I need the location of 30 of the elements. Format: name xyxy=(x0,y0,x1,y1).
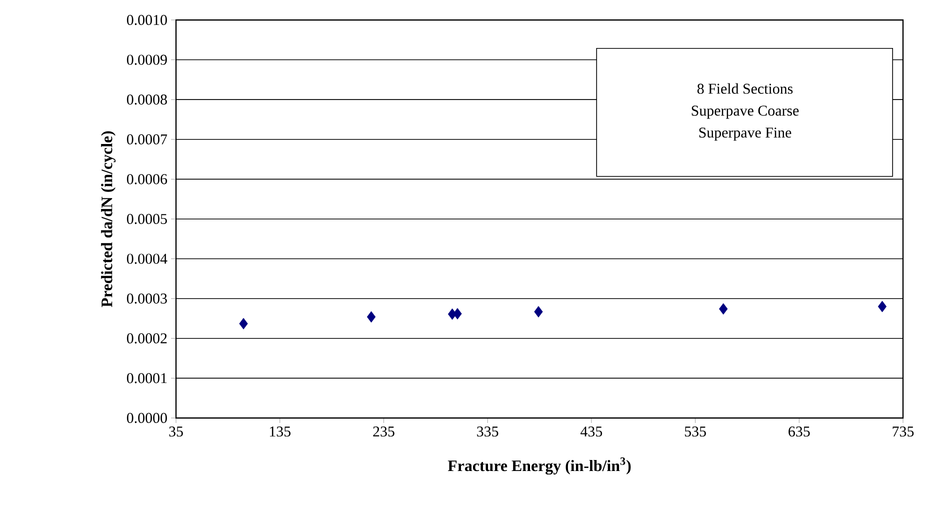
y-axis-title: Predicted da/dN (in/cycle) xyxy=(101,131,116,308)
x-tick-label: 235 xyxy=(373,426,394,437)
y-tick-label: 0.0007 xyxy=(126,134,168,144)
annotation: Superpave Coarse xyxy=(692,106,799,119)
x-tick-label: 635 xyxy=(788,426,810,437)
y-tick-label: 0.0004 xyxy=(126,254,168,264)
y-tick-label: 0.0000 xyxy=(126,412,167,424)
y-tick-label: 0.0002 xyxy=(126,333,167,344)
y-tick-label: 0.0003 xyxy=(126,294,167,304)
y-tick-label: 0.0008 xyxy=(126,94,167,105)
point xyxy=(878,300,887,312)
x-tick-label: 35 xyxy=(169,426,183,437)
point xyxy=(366,311,376,323)
point xyxy=(239,318,248,330)
point xyxy=(534,306,543,318)
x-tick-label: 435 xyxy=(580,426,602,437)
x-tick-label: 135 xyxy=(270,426,290,437)
y-tick-label: 0.0010 xyxy=(126,14,167,26)
y-tick-label: 0.0006 xyxy=(126,174,168,184)
annotation: Superpave Fine xyxy=(699,128,792,141)
x-tick-label: 535 xyxy=(684,426,706,437)
annotation: 8 Field Sections xyxy=(697,83,793,94)
x-tick-label: 735 xyxy=(892,426,914,437)
point xyxy=(453,308,462,320)
y-tick-label: 0.0005 xyxy=(126,214,167,224)
y-tick-label: 0.0001 xyxy=(126,373,167,384)
x-axis-title: Fracture Energy (in-lb/in$^{3}$) xyxy=(448,457,631,475)
point xyxy=(719,303,728,315)
y-tick-label: 0.0009 xyxy=(126,54,167,65)
x-tick-label: 335 xyxy=(477,426,498,437)
